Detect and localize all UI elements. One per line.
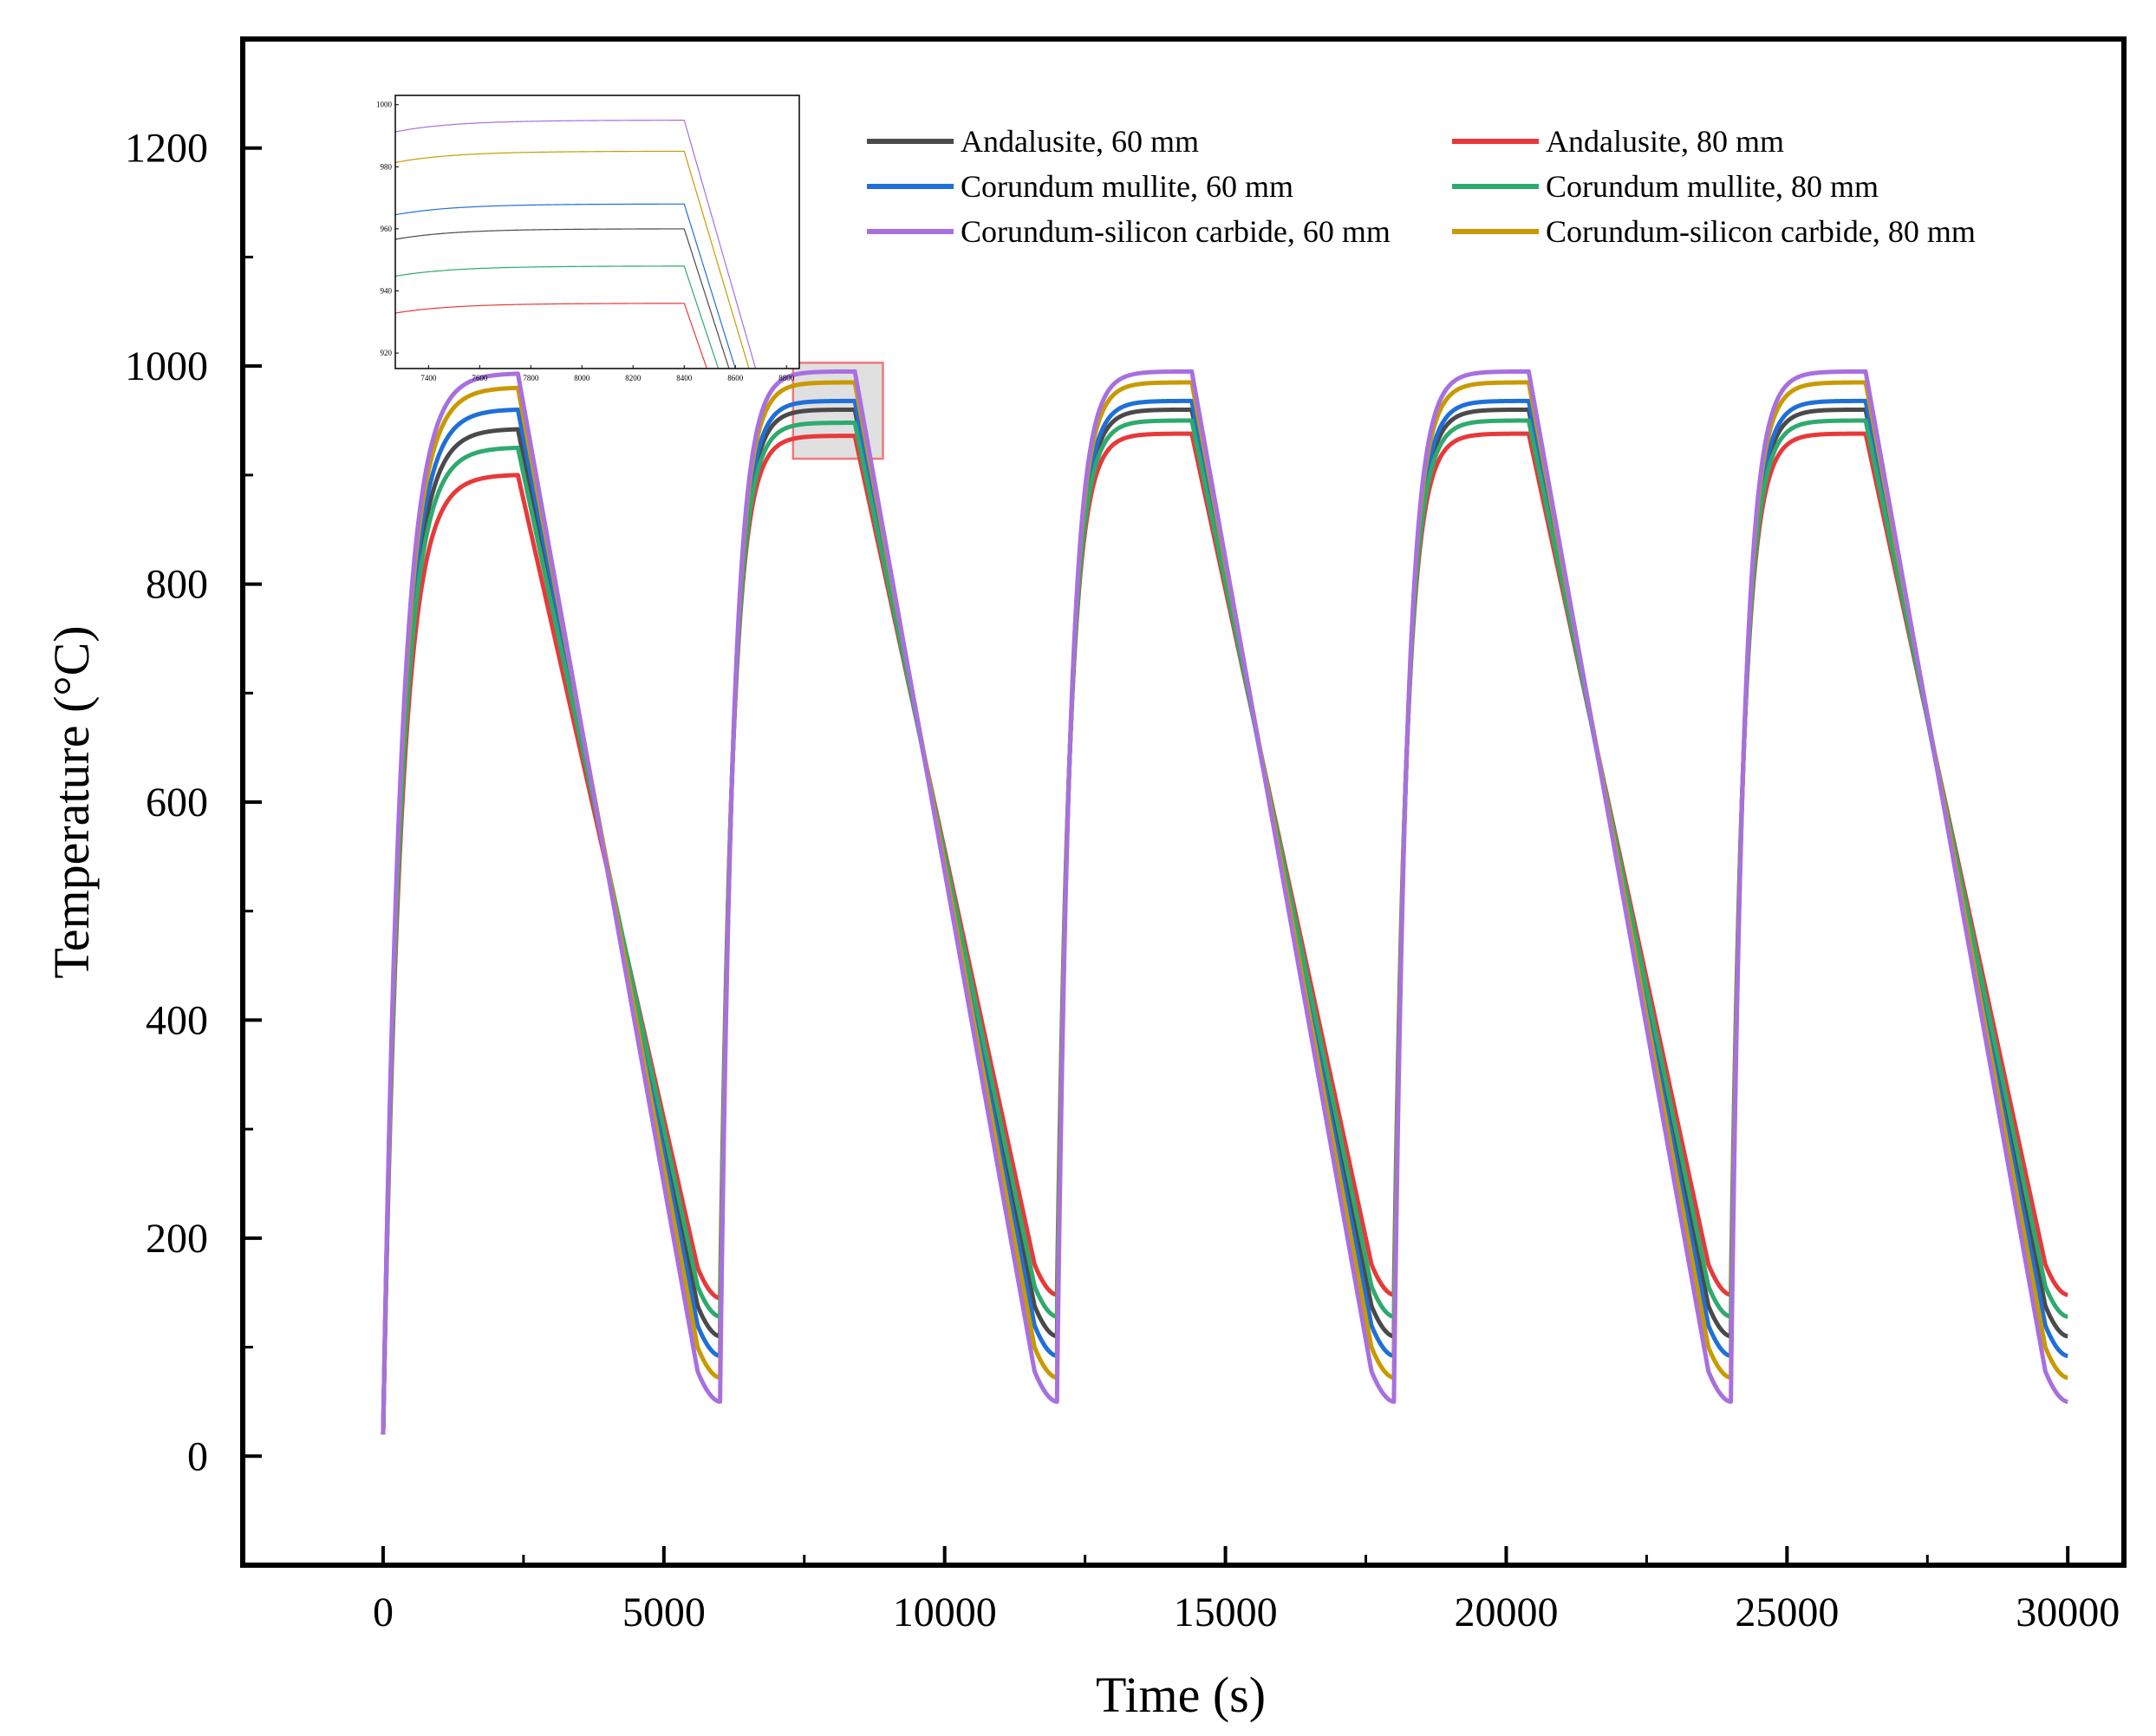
series-line-5 [381, 380, 2070, 1435]
inset-background [395, 95, 799, 369]
y-tick-label: 1200 [125, 126, 208, 172]
x-tick-label: 15000 [1174, 1589, 1278, 1635]
x-tick-label: 0 [373, 1589, 394, 1635]
legend: Andalusite, 60 mm Andalusite, 80 mm Corund… [867, 124, 1976, 249]
x-tick-label: 25000 [1735, 1589, 1839, 1635]
inset-series-line-4 [395, 120, 757, 369]
x-tick-label: 5000 [622, 1589, 706, 1635]
inset-series-line-0 [395, 228, 730, 369]
inset-x-tick-label: 8200 [625, 374, 642, 382]
x-axis-title: Time (s) [1096, 1667, 1266, 1723]
y-tick-label: 600 [146, 780, 208, 826]
inset-x-tick-label: 7400 [420, 374, 437, 382]
legend-label: Corundum mullite, 80 mm [1546, 169, 1879, 204]
x-tick-label: 20000 [1454, 1589, 1558, 1635]
inset-y-tick-label: 1000 [376, 101, 393, 109]
inset-x-tick-label: 8400 [676, 374, 693, 382]
inset-series-line-3 [395, 265, 720, 369]
y-tick-label: 1000 [125, 343, 208, 389]
inset-zoom-plot: 7400 7600 7800 8000 8200 8400 8600 8800 920 940 96… [376, 95, 800, 382]
inset-y-tick-label: 980 [381, 162, 393, 171]
legend-label: Andalusite, 60 mm [961, 124, 1199, 159]
inset-series-line-1 [395, 303, 707, 369]
inset-x-tick-label: 8600 [727, 374, 744, 382]
y-tick-label: 800 [146, 562, 208, 608]
series-line-3 [381, 418, 2070, 1435]
inset-x-tick-label: 7600 [472, 374, 488, 382]
y-tick-label: 400 [146, 997, 208, 1043]
inset-y-tick-label: 940 [381, 287, 393, 296]
legend-label: Andalusite, 80 mm [1546, 124, 1784, 159]
inset-x-tick-label: 7800 [523, 374, 539, 382]
inset-x-tick-label: 8000 [574, 374, 590, 382]
x-tick-label: 10000 [893, 1589, 997, 1635]
inset-y-tick-label: 920 [381, 349, 393, 357]
inset-series-line-5 [395, 150, 750, 369]
y-tick-label: 200 [146, 1216, 208, 1262]
legend-label: Corundum mullite, 60 mm [961, 169, 1293, 204]
y-tick-label: 0 [187, 1433, 208, 1479]
inset-y-tick-label: 960 [381, 225, 393, 233]
legend-label: Corundum-silicon carbide, 80 mm [1546, 214, 1976, 249]
inset-frame [394, 95, 800, 369]
series-line-4 [381, 369, 2070, 1435]
inset-series-line-2 [395, 203, 736, 369]
inset-x-tick-label: 8800 [778, 374, 795, 382]
x-tick-label: 30000 [2016, 1589, 2120, 1635]
legend-label: Corundum-silicon carbide, 60 mm [961, 214, 1391, 249]
y-axis-title: Temperature (°C) [43, 625, 100, 978]
